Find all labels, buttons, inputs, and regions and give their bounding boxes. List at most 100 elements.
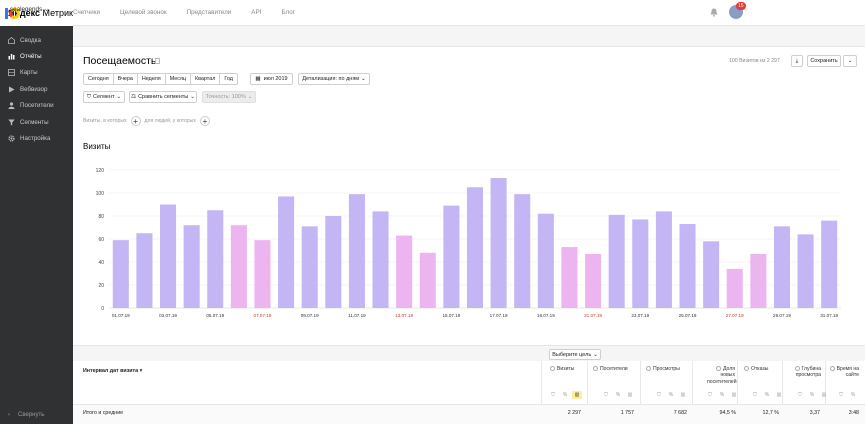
radio-button[interactable] bbox=[646, 366, 651, 371]
home-icon bbox=[8, 36, 15, 44]
export-button[interactable]: ⤓ bbox=[791, 55, 803, 67]
bookmark-icon[interactable] bbox=[155, 58, 160, 64]
bar-chart-icon[interactable]: ▥ bbox=[776, 392, 782, 398]
metric-header-pageviews[interactable]: Просмотры bbox=[646, 366, 680, 372]
bar bbox=[679, 224, 696, 308]
counter-select[interactable]: sealegends ⌄ bbox=[10, 6, 49, 13]
topnav-counters[interactable]: Счетчики bbox=[73, 9, 101, 16]
add-user-condition-button[interactable]: + bbox=[199, 116, 210, 126]
download-icon: ⤓ bbox=[795, 57, 799, 64]
x-tick-label: 31.07.19 bbox=[820, 313, 838, 318]
metric-header-time[interactable]: Время на сайте bbox=[829, 366, 859, 379]
goal-select[interactable]: Выберите цель ⌄ bbox=[549, 349, 601, 360]
segment-icon: ⛉ bbox=[86, 93, 92, 100]
filter-icon[interactable]: ⛉ bbox=[753, 392, 757, 398]
topnav-api[interactable]: API bbox=[251, 9, 262, 16]
sample-info[interactable]: 100 Визитов из 2 297 bbox=[729, 58, 780, 64]
bar bbox=[585, 253, 602, 308]
bar-chart-icon[interactable]: ▥ bbox=[680, 392, 686, 398]
date-range-button[interactable]: ▦ июл 2019 bbox=[250, 73, 293, 85]
period-month[interactable]: Месяц bbox=[166, 74, 191, 84]
bar bbox=[466, 187, 484, 308]
radio-button[interactable] bbox=[744, 366, 749, 371]
percent-icon[interactable]: % bbox=[562, 392, 568, 398]
compare-segments-button[interactable]: ⚖ Сравнить сегменты ⌄ bbox=[129, 91, 197, 103]
bar-chart-icon[interactable]: ▥ bbox=[821, 392, 827, 398]
period-quarter[interactable]: Квартал bbox=[191, 74, 221, 84]
radio-button[interactable] bbox=[593, 366, 598, 371]
gear-icon bbox=[8, 135, 15, 142]
total-new-visitors: 94,5 % bbox=[719, 410, 737, 416]
collapse-sidebar-button[interactable]: ‹ Свернуть bbox=[8, 412, 44, 418]
sidebar-item-settings[interactable]: Настройка bbox=[0, 130, 73, 146]
metric-header-depth[interactable]: Глубина просмотра bbox=[787, 366, 821, 379]
percent-icon[interactable]: % bbox=[764, 392, 770, 398]
bar-chart-icon[interactable]: ▥ bbox=[572, 391, 582, 399]
bar bbox=[396, 235, 413, 308]
filter-icon[interactable]: ⛉ bbox=[798, 392, 802, 398]
more-menu-button[interactable]: ⌄ bbox=[843, 55, 857, 67]
logo[interactable]: Яндекс Метрика bbox=[0, 0, 78, 26]
sidebar-item-webvisor[interactable]: Вебвизор bbox=[0, 81, 73, 97]
filter-icon[interactable]: ⛉ bbox=[839, 392, 843, 398]
radio-button[interactable] bbox=[829, 366, 835, 371]
bar bbox=[703, 241, 720, 308]
bar bbox=[726, 268, 743, 308]
metric-header-bounces[interactable]: Отказы bbox=[744, 366, 768, 372]
bar bbox=[230, 225, 247, 308]
topnav-target-call[interactable]: Целевой звонок bbox=[120, 9, 167, 16]
filter-icon[interactable]: ⛉ bbox=[708, 392, 712, 398]
radio-button[interactable] bbox=[716, 366, 722, 371]
save-button[interactable]: Сохранить bbox=[807, 55, 841, 67]
group-column-header[interactable]: Интервал дат визита ▾ bbox=[83, 368, 142, 374]
x-tick-label: 23.07.19 bbox=[631, 313, 649, 318]
y-tick-label: 80 bbox=[98, 214, 104, 220]
radio-button[interactable] bbox=[550, 366, 555, 371]
bar bbox=[183, 225, 200, 308]
sidebar-item-label: Настройка bbox=[20, 135, 51, 143]
sidebar-item-reports[interactable]: Отчёты bbox=[0, 48, 73, 64]
sidebar-item-summary[interactable]: Сводка bbox=[0, 32, 73, 48]
period-yesterday[interactable]: Вчера bbox=[114, 74, 138, 84]
metric-header-new-visitors[interactable]: Доля новых посетителей bbox=[707, 366, 737, 385]
bar bbox=[773, 226, 790, 308]
table-header bbox=[73, 361, 865, 405]
bar-chart-icon[interactable]: ▥ bbox=[627, 392, 633, 398]
sidebar-item-segments[interactable]: Сегменты bbox=[0, 114, 73, 130]
radio-button[interactable] bbox=[794, 366, 800, 371]
topnav-blog[interactable]: Блог bbox=[281, 9, 296, 16]
percent-icon[interactable]: % bbox=[850, 392, 856, 398]
group-label: Интервал дат визита bbox=[83, 368, 139, 374]
percent-icon[interactable]: % bbox=[719, 392, 725, 398]
detail-label: Детализация: по дням bbox=[302, 76, 360, 82]
sidebar-item-maps[interactable]: Карты bbox=[0, 65, 73, 81]
period-today[interactable]: Сегодня bbox=[84, 74, 114, 84]
filter-icon[interactable]: ⛉ bbox=[657, 392, 661, 398]
accuracy-select[interactable]: Точность: 100% ⌄ bbox=[202, 91, 256, 103]
compare-label: Сравнить сегменты bbox=[138, 94, 189, 100]
topnav-representatives[interactable]: Представители bbox=[186, 9, 232, 16]
segment-button[interactable]: ⛉ Сегмент ⌄ bbox=[83, 91, 125, 103]
bar bbox=[207, 210, 224, 308]
metric-header-visitors[interactable]: Посетители bbox=[593, 366, 628, 372]
filter-icon[interactable]: ⛉ bbox=[551, 392, 555, 398]
detail-select[interactable]: Детализация: по дням ⌄ bbox=[298, 73, 370, 85]
filter-icon[interactable]: ⛉ bbox=[604, 392, 608, 398]
percent-icon[interactable]: % bbox=[668, 392, 674, 398]
play-icon bbox=[8, 86, 15, 93]
percent-icon[interactable]: % bbox=[615, 392, 621, 398]
bell-icon[interactable] bbox=[710, 8, 718, 17]
total-visits: 2 297 bbox=[567, 410, 581, 416]
total-pageviews: 7 682 bbox=[673, 410, 687, 416]
period-year[interactable]: Год bbox=[224, 76, 233, 82]
chevron-down-icon: ⌄ bbox=[190, 94, 195, 100]
notification-badge: 15 bbox=[736, 2, 746, 10]
metric-header-visits[interactable]: Визиты bbox=[550, 366, 574, 372]
sidebar-item-visitors[interactable]: Посетители bbox=[0, 98, 73, 114]
bar bbox=[514, 194, 531, 308]
percent-icon[interactable]: % bbox=[809, 392, 815, 398]
add-visit-condition-button[interactable]: + bbox=[130, 116, 141, 126]
period-week[interactable]: Неделя bbox=[138, 74, 166, 84]
bar-chart-icon[interactable]: ▥ bbox=[731, 392, 737, 398]
metric-tools-time: ⛉% bbox=[836, 391, 860, 399]
